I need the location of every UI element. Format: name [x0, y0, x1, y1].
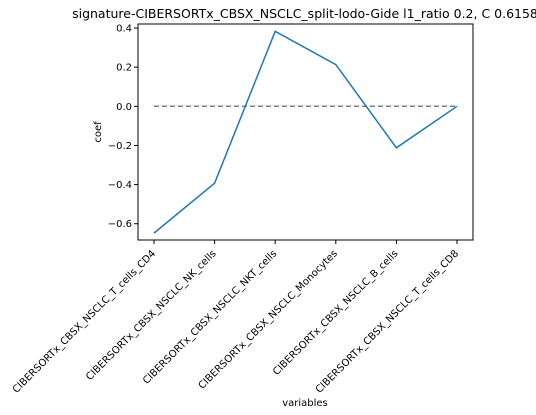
chart-title: signature-CIBERSORTx_CBSX_NSCLC_split-lo… — [72, 6, 536, 21]
x-tick-label: CIBERSORTx_CBSX_NSCLC_T_cells_CD8 — [314, 248, 461, 395]
y-tick-label: 0.2 — [116, 63, 132, 74]
x-tick-label: CIBERSORTx_CBSX_NSCLC_Monocytes — [197, 248, 340, 391]
y-tick-label: −0.2 — [108, 141, 132, 152]
x-tick-label: CIBERSORTx_CBSX_NSCLC_B_cells — [271, 248, 400, 377]
series-line-coef — [153, 30, 458, 234]
x-tick-label: CIBERSORTx_CBSX_NSCLC_NKT_cells — [141, 248, 279, 386]
series-layer — [153, 30, 458, 234]
y-tick-label: 0.0 — [116, 102, 132, 113]
y-axis-label: coef — [93, 121, 104, 143]
y-tick-label: −0.6 — [108, 219, 132, 230]
x-tick-label: CIBERSORTx_CBSX_NSCLC_NK_cells — [84, 248, 219, 383]
x-axis: CIBERSORTx_CBSX_NSCLC_T_cells_CD4CIBERSO… — [11, 240, 461, 396]
y-tick-label: −0.4 — [108, 180, 132, 191]
y-axis: −0.6 −0.4 −0.2 0.0 0.2 0.4 — [108, 24, 138, 230]
x-axis-label: variables — [282, 398, 328, 409]
y-tick-label: 0.4 — [116, 24, 132, 35]
plot-area — [137, 23, 474, 241]
